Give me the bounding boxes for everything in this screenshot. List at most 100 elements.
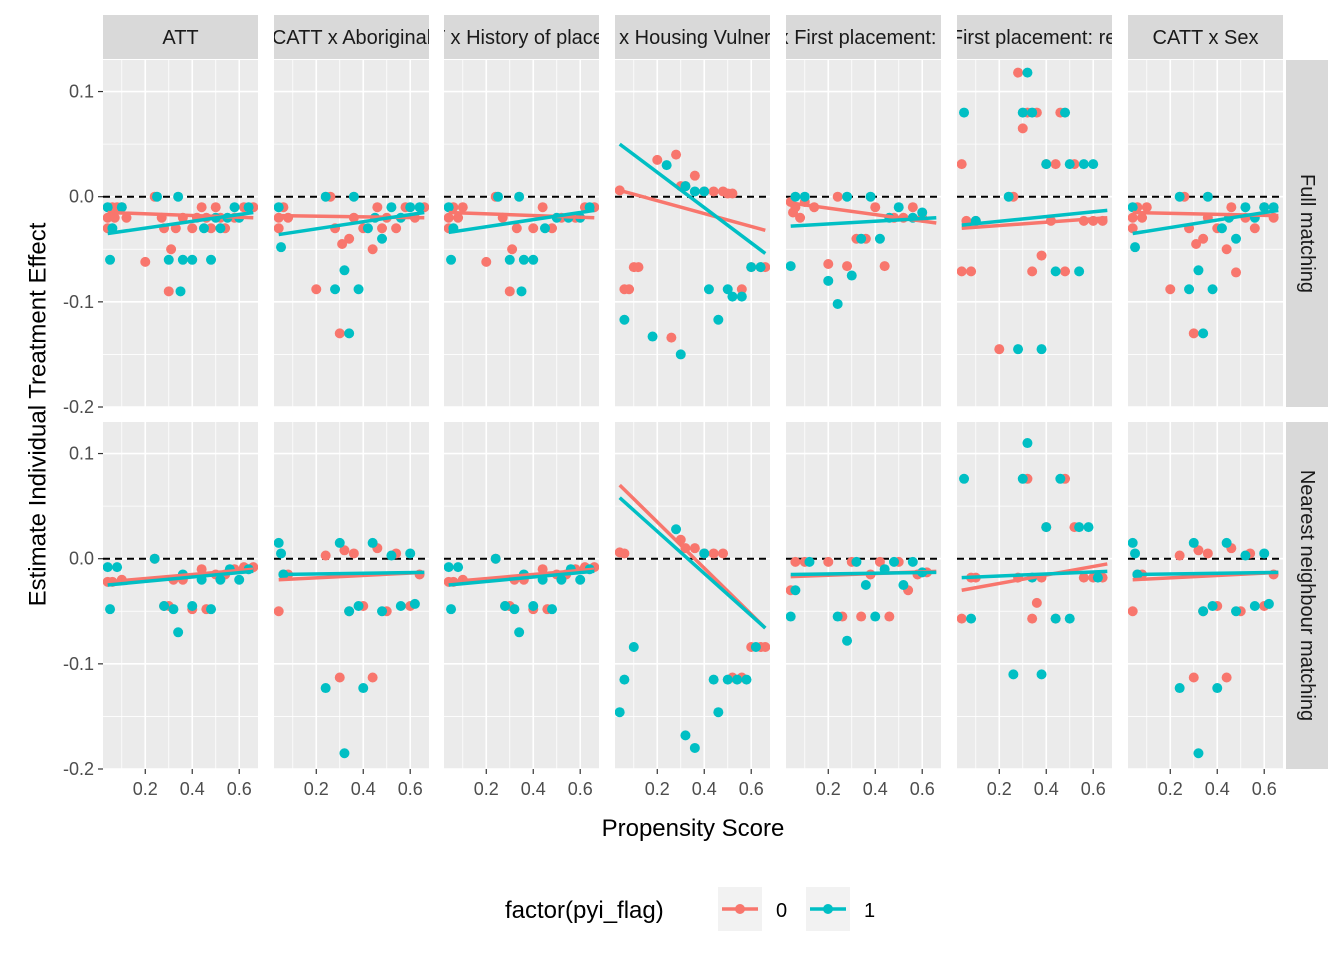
x-tick-label: 0.6 — [1081, 779, 1106, 799]
point-group-0 — [481, 256, 492, 267]
panel — [1128, 60, 1283, 407]
point-group-0 — [790, 556, 801, 567]
row-strip-label: Nearest neighbour matching — [1296, 470, 1318, 721]
point-group-1 — [1078, 159, 1089, 170]
point-group-1 — [1198, 328, 1209, 339]
point-group-0 — [537, 564, 548, 575]
point-group-1 — [528, 601, 539, 612]
point-group-1 — [187, 254, 198, 265]
point-group-1 — [1083, 522, 1094, 533]
point-group-1 — [339, 748, 350, 759]
point-group-1 — [1174, 683, 1185, 694]
point-group-1 — [1003, 191, 1014, 202]
fit-line-group-1 — [618, 142, 767, 255]
point-group-0 — [708, 548, 719, 559]
point-group-0 — [367, 672, 378, 683]
point-group-1 — [1259, 548, 1270, 559]
point-group-1 — [206, 254, 217, 265]
point-group-1 — [1240, 550, 1251, 561]
point-group-1 — [680, 181, 691, 192]
x-axis: 0.2 0.4 0.6 0.2 0.4 0.6 0.2 0.4 0.6 0.2 0.4 0.6 0.2 0… — [133, 769, 1277, 799]
point-group-0 — [334, 328, 345, 339]
fit-line-group-1 — [107, 569, 254, 587]
x-tick-label: 0.6 — [227, 779, 252, 799]
point-group-1 — [842, 635, 853, 646]
point-group-1 — [547, 604, 558, 615]
point-group-0 — [874, 556, 885, 567]
point-group-0 — [274, 606, 284, 617]
gridlines — [1128, 422, 1283, 769]
fit-line-group-1 — [448, 208, 595, 235]
point-group-1 — [1193, 748, 1204, 759]
fit-line-group-1 — [448, 569, 595, 587]
x-tick-label: 0.4 — [351, 779, 376, 799]
point-group-1 — [353, 601, 364, 612]
point-group-1 — [1198, 606, 1209, 617]
point-group-1 — [453, 562, 464, 573]
point-group-1 — [790, 585, 801, 596]
point-group-0 — [372, 202, 383, 213]
point-group-1 — [865, 191, 876, 202]
point-group-1 — [500, 601, 511, 612]
point-group-1 — [362, 223, 373, 234]
point-group-0 — [652, 154, 663, 165]
panel — [786, 60, 941, 407]
point-group-0 — [1141, 202, 1152, 213]
panel-bg — [615, 422, 770, 769]
point-group-1 — [1128, 537, 1138, 548]
point-group-1 — [675, 349, 686, 360]
plot-area — [1128, 537, 1283, 759]
point-group-1 — [444, 202, 454, 213]
row-strip-label: Full matching — [1296, 174, 1318, 293]
panel — [274, 422, 429, 769]
y-tick-label: 0.1 — [69, 82, 94, 102]
point-group-1 — [103, 562, 113, 573]
x-tick-label: 0.2 — [987, 779, 1012, 799]
plot-area — [103, 553, 258, 638]
point-group-1 — [330, 284, 341, 295]
point-group-1 — [1022, 438, 1033, 449]
point-group-0 — [457, 202, 468, 213]
point-group-1 — [234, 574, 245, 585]
panel — [957, 60, 1112, 407]
point-group-0 — [1017, 123, 1028, 134]
point-group-1 — [215, 223, 226, 234]
panel-bg — [274, 60, 429, 407]
point-group-1 — [353, 284, 364, 295]
x-tick-label: 0.2 — [474, 779, 499, 799]
point-group-1 — [870, 611, 881, 622]
point-group-1 — [243, 202, 254, 213]
column-strip-bg — [957, 15, 1112, 59]
column-strip-bg — [615, 15, 770, 59]
point-group-0 — [528, 223, 539, 234]
point-group-1 — [514, 627, 525, 638]
column-strip-label: CATT x History of placement — [395, 27, 649, 49]
point-group-0 — [884, 611, 895, 622]
point-group-0 — [109, 212, 120, 223]
column-strip-label: CATT x Sex — [1153, 27, 1259, 49]
panel-bg — [444, 60, 599, 407]
point-group-1 — [699, 548, 710, 559]
point-group-1 — [105, 604, 116, 615]
point-group-1 — [276, 242, 287, 253]
point-group-0 — [453, 212, 464, 223]
point-group-1 — [444, 562, 454, 573]
point-group-1 — [175, 286, 186, 297]
point-group-1 — [1022, 67, 1033, 78]
point-group-1 — [1184, 284, 1195, 295]
point-group-0 — [1191, 239, 1202, 250]
point-group-1 — [713, 707, 724, 718]
point-group-1 — [344, 328, 355, 339]
point-group-0 — [1031, 597, 1042, 608]
plot-area — [957, 438, 1112, 680]
point-group-0 — [1165, 284, 1176, 295]
panel — [957, 422, 1112, 769]
point-group-1 — [215, 574, 226, 585]
point-group-0 — [708, 186, 719, 197]
fit-line-group-1 — [618, 496, 767, 630]
point-group-1 — [539, 223, 550, 234]
legend-entry-label: 1 — [864, 900, 875, 922]
point-group-1 — [671, 524, 682, 535]
point-group-1 — [105, 254, 116, 265]
point-group-0 — [1221, 244, 1232, 255]
